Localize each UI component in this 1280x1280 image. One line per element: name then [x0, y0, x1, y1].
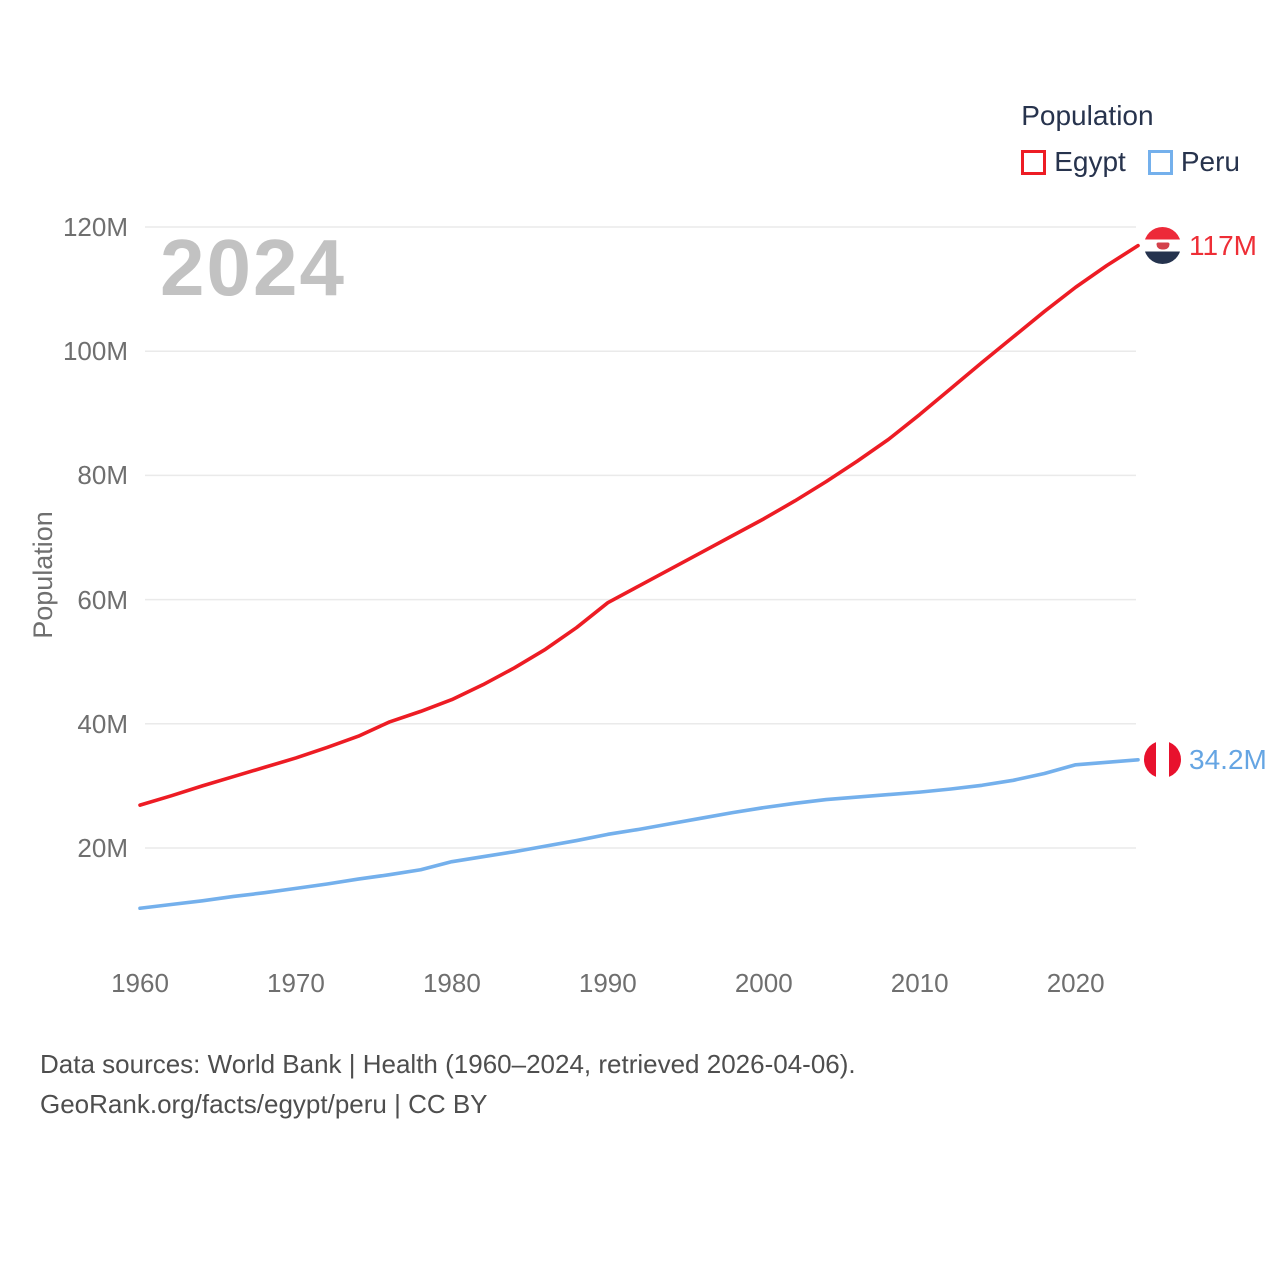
peru-flag-icon — [1144, 741, 1182, 779]
series-line-peru — [138, 758, 1140, 911]
x-tick-label: 2020 — [1046, 968, 1105, 998]
y-tick-label: 80M — [77, 460, 128, 491]
footer-link: GeoRank.org/facts/egypt/peru | CC BY — [40, 1089, 488, 1119]
x-tick-label: 2010 — [890, 968, 949, 998]
x-tick-label: 1990 — [578, 968, 637, 998]
legend-title: Population — [1021, 100, 1154, 131]
egypt-eagle-icon — [1156, 242, 1170, 250]
y-tick-label: 60M — [77, 584, 128, 615]
footer-sources: Data sources: World Bank | Health (1960–… — [40, 1049, 856, 1079]
x-tick-label: 1960 — [111, 968, 169, 998]
x-tick-label: 1970 — [267, 968, 325, 998]
legend-label-egypt: Egypt — [1054, 146, 1126, 177]
x-tick-label: 1980 — [422, 968, 481, 998]
y-tick-label: 20M — [77, 833, 128, 863]
legend-item-egypt[interactable]: Egypt — [1021, 146, 1126, 178]
peru-end-marker: 34.2M — [1144, 741, 1267, 779]
year-watermark: 2024 — [160, 223, 346, 312]
x-tick-label: 2000 — [734, 968, 793, 998]
legend-label-peru: Peru — [1180, 146, 1240, 177]
y-tick-label: 40M — [77, 708, 128, 739]
chart-canvas — [138, 226, 1140, 911]
egypt-swatch-icon[interactable] — [1021, 149, 1047, 175]
legend-item-peru[interactable]: Peru — [1147, 146, 1240, 178]
peru-end-value: 34.2M — [1189, 743, 1267, 775]
y-tick-label: 100M — [62, 336, 128, 367]
egypt-end-value: 117M — [1189, 229, 1257, 261]
egypt-flag-icon — [1144, 227, 1182, 265]
egypt-end-marker: 117M — [1144, 227, 1257, 265]
legend-items: Egypt Peru — [1021, 146, 1240, 178]
series-line-egypt — [138, 243, 1140, 807]
legend: Population Egypt Peru — [1021, 100, 1240, 178]
y-tick-label: 120M — [62, 212, 128, 242]
footer: Data sources: World Bank | Health (1960–… — [40, 1044, 856, 1124]
peru-swatch-icon[interactable] — [1147, 149, 1173, 175]
